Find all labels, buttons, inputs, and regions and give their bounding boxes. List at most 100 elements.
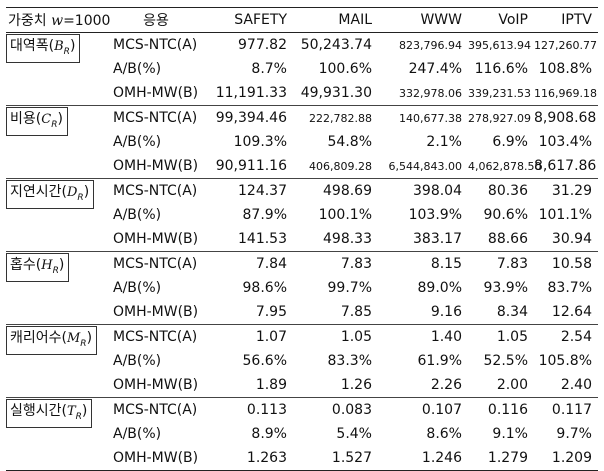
scheme-label: MCS-NTC(A) (113, 329, 198, 345)
value-cell: 52.5% (483, 353, 528, 369)
scheme-label: A/B(%) (113, 134, 162, 150)
value-cell: 90,911.16 (215, 158, 287, 174)
value-cell: 6,544,843.00 (388, 159, 462, 173)
col-header-iptv: IPTV (561, 12, 592, 28)
header-row: 가중치 w=1000 응용 SAFETY MAIL WWW VoIP IPTV (6, 7, 598, 33)
table-row: 실행시간(TR) MCS-NTC(A) 0.113 0.083 0.107 0.116 0.… (6, 398, 598, 428)
metric-label-close: ) (69, 38, 76, 54)
metric-label-label: 홉수( (10, 257, 42, 273)
scheme-label: MCS-NTC(A) (113, 183, 198, 199)
metric-label-close: ) (81, 403, 88, 419)
scheme-header: 응용 (143, 13, 169, 29)
value-cell: 83.7% (547, 280, 592, 296)
value-cell: 247.4% (408, 61, 462, 77)
value-cell: 0.117 (551, 402, 592, 418)
value-cell: 1.209 (551, 450, 592, 466)
value-cell: 7.85 (340, 304, 372, 320)
weight-var: w (51, 13, 64, 29)
metric-label-close: ) (86, 330, 93, 346)
value-cell: 1.89 (255, 377, 287, 393)
value-cell: 6.9% (492, 134, 528, 150)
metric-label: 대역폭(BR) (6, 34, 81, 63)
comparison-table: 가중치 w=1000 응용 SAFETY MAIL WWW VoIP IPTV … (6, 7, 598, 471)
value-cell: 2.1% (426, 134, 462, 150)
metric-label-cell: 지연시간(DR) (6, 179, 110, 252)
table-row: 대역폭(BR) MCS-NTC(A) 977.82 50,243.74 823,796.… (6, 33, 598, 63)
value-cell: 141.53 (238, 231, 287, 247)
scheme-label: MCS-NTC(A) (113, 110, 198, 126)
value-cell: 80.36 (487, 183, 528, 199)
metric-group: 지연시간(DR) MCS-NTC(A) 124.37 498.69 398.04 80.3… (6, 179, 598, 252)
value-cell: 116,969.18 (534, 86, 597, 100)
table-row: 캐리어수(MR) MCS-NTC(A) 1.07 1.05 1.40 1.05 2.54 (6, 325, 598, 355)
metric-label-label: 대역폭( (10, 38, 55, 54)
value-cell: 1.246 (421, 450, 462, 466)
value-cell: 332,978.06 (399, 86, 462, 100)
value-cell: 1.26 (340, 377, 372, 393)
value-cell: 101.1% (538, 207, 592, 223)
table-row: A/B(%) 87.9% 100.1% 103.9% 90.6% 101.1% (6, 203, 598, 227)
metric-label-symbol: H (41, 258, 53, 273)
col-header-www: WWW (420, 12, 462, 28)
value-cell: 124.37 (238, 183, 287, 199)
metric-label-close: ) (83, 184, 90, 200)
value-cell: 8.15 (430, 256, 462, 272)
value-cell: 99.7% (327, 280, 372, 296)
value-cell: 1.279 (487, 450, 528, 466)
value-cell: 116.6% (474, 61, 528, 77)
scheme-label: A/B(%) (113, 61, 162, 77)
value-cell: 9.1% (492, 426, 528, 442)
value-cell: 30.94 (551, 231, 592, 247)
metric-label-sub: R (80, 338, 87, 349)
col-header-voip: VoIP (498, 12, 528, 28)
value-cell: 0.116 (487, 402, 528, 418)
value-cell: 7.83 (496, 256, 528, 272)
scheme-label: MCS-NTC(A) (113, 402, 198, 418)
metric-label-sub: R (51, 119, 58, 130)
value-cell: 0.107 (421, 402, 462, 418)
value-cell: 278,927.09 (468, 111, 531, 125)
value-cell: 7.84 (255, 256, 287, 272)
value-cell: 31.29 (551, 183, 592, 199)
scheme-label: A/B(%) (113, 353, 162, 369)
table-row: 지연시간(DR) MCS-NTC(A) 124.37 498.69 398.04 80.3… (6, 179, 598, 209)
value-cell: 823,796.94 (399, 38, 462, 52)
value-cell: 1.263 (246, 450, 287, 466)
weight-value: =1000 (63, 13, 111, 29)
value-cell: 103.9% (408, 207, 462, 223)
metric-label-sub: R (77, 192, 84, 203)
metric-label: 비용(CR) (6, 107, 68, 136)
value-cell: 1.07 (255, 329, 287, 345)
value-cell: 12.64 (551, 304, 592, 320)
value-cell: 109.3% (233, 134, 287, 150)
value-cell: 140,677.38 (399, 111, 462, 125)
value-cell: 100.1% (318, 207, 372, 223)
value-cell: 4,062,878.50 (468, 159, 542, 173)
value-cell: 8.7% (251, 61, 287, 77)
value-cell: 8.9% (251, 426, 287, 442)
scheme-label: MCS-NTC(A) (113, 256, 198, 272)
value-cell: 406,809.28 (309, 159, 372, 173)
value-cell: 54.8% (327, 134, 372, 150)
metric-label-symbol: C (41, 112, 52, 127)
col-header-mail: MAIL (338, 12, 372, 28)
scheme-label: A/B(%) (113, 280, 162, 296)
value-cell: 88.66 (487, 231, 528, 247)
table-row: A/B(%) 56.6% 83.3% 61.9% 52.5% 105.8% (6, 349, 598, 373)
table-row: A/B(%) 98.6% 99.7% 89.0% 93.9% 83.7% (6, 276, 598, 300)
weight-header: 가중치 w=1000 (6, 8, 110, 33)
value-cell: 5.4% (336, 426, 372, 442)
value-cell: 11,191.33 (215, 85, 287, 101)
value-cell: 1.05 (340, 329, 372, 345)
scheme-label: OMH-MW(B) (113, 231, 199, 247)
value-cell: 7.95 (255, 304, 287, 320)
metric-label-symbol: T (66, 404, 76, 419)
value-cell: 498.69 (323, 183, 372, 199)
scheme-label: MCS-NTC(A) (113, 37, 198, 53)
value-cell: 0.113 (246, 402, 287, 418)
metric-label-sub: R (63, 46, 70, 57)
metric-label-cell: 홉수(HR) (6, 252, 110, 325)
value-cell: 8.34 (496, 304, 528, 320)
metric-group: 실행시간(TR) MCS-NTC(A) 0.113 0.083 0.107 0.116 0.… (6, 398, 598, 471)
value-cell: 398.04 (413, 183, 462, 199)
